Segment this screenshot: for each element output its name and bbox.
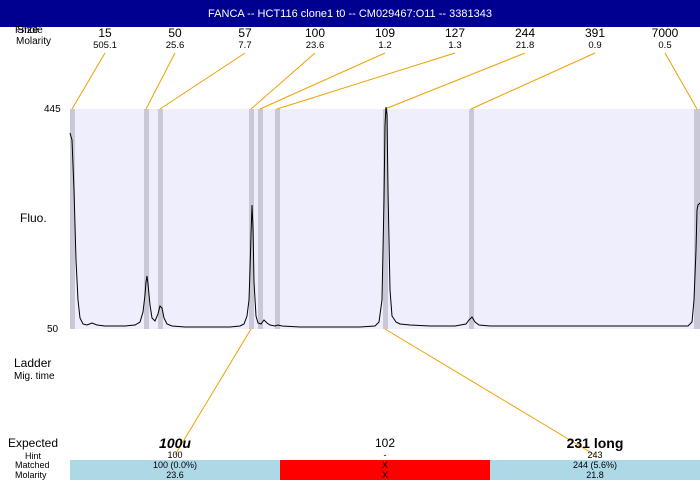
connector-line — [259, 52, 386, 110]
y-axis-bottom-label: 50 — [47, 324, 59, 335]
connector-line — [174, 328, 252, 456]
connector-line — [384, 52, 526, 110]
expected-cell-ok — [70, 460, 280, 480]
peak-marker-band — [144, 109, 149, 329]
connector-line — [276, 52, 456, 110]
peak-column: 127 1.3 — [425, 26, 485, 52]
expected-column: 100u 100 100 (0.0%) 23.6 — [70, 436, 280, 480]
peak-column: 15 505.1 — [75, 26, 135, 52]
peak-marker-band — [275, 109, 280, 329]
fluorescence-trace — [69, 106, 700, 328]
peak-marker-band — [158, 109, 163, 329]
peak-marker-band — [469, 109, 474, 329]
molarity-row-label: Molarity — [15, 470, 47, 480]
expected-column: 102 - X X — [280, 436, 490, 480]
peak-size: 109 — [374, 26, 396, 40]
peak-size: 391 — [584, 26, 606, 40]
peak-molarity: 7.7 — [238, 40, 252, 51]
expected-size: 102 — [374, 436, 396, 450]
y-axis-top-label: 445 — [44, 104, 61, 115]
hint-label: Hint — [25, 451, 42, 461]
connector-line — [145, 52, 176, 110]
peak-column: 50 25.6 — [145, 26, 205, 52]
expected-molarity: 21.8 — [586, 470, 604, 480]
expected-matched: 244 (5.6%) — [572, 460, 618, 470]
peak-molarity: 21.8 — [515, 40, 535, 51]
peak-connectors — [71, 52, 698, 456]
molarity-header-label: Molarity — [16, 36, 52, 47]
peak-size: 100 — [304, 26, 326, 40]
expected-size: 231 long — [566, 435, 624, 451]
peak-molarity: 505.1 — [93, 40, 117, 51]
expected-hint: - — [383, 450, 387, 460]
connector-line — [250, 52, 316, 110]
connector-line — [470, 52, 596, 110]
peak-size: 15 — [98, 26, 112, 40]
peak-molarity: 25.6 — [165, 40, 185, 51]
peak-column: 391 0.9 — [565, 26, 625, 52]
peak-molarity: 0.5 — [658, 40, 672, 51]
peak-size: 50 — [168, 26, 182, 40]
peak-column: 7000 0.5 — [635, 26, 695, 52]
peak-marker-band — [383, 109, 388, 329]
mig-time-label: Mig. time — [14, 371, 55, 382]
expected-cell-ok — [490, 460, 700, 480]
fmole-header-label: Fmole — [15, 25, 43, 36]
expected-label: Expected — [8, 436, 59, 450]
connector-line — [664, 52, 698, 110]
expected-molarity: 23.6 — [166, 470, 184, 480]
expected-hint: 243 — [587, 450, 603, 460]
expected-size: 100u — [159, 435, 191, 451]
ladder-label: Ladder — [14, 356, 52, 370]
peak-size: 127 — [444, 26, 466, 40]
expected-molarity: X — [381, 470, 388, 480]
peak-molarity: 1.3 — [448, 40, 462, 51]
connector-line — [384, 328, 596, 456]
peak-size: 244 — [514, 26, 536, 40]
peak-molarity: 0.9 — [588, 40, 602, 51]
expected-hint: 100 — [167, 450, 183, 460]
y-axis-title: Fluo. — [20, 211, 47, 225]
peak-column: 57 7.7 — [215, 26, 275, 52]
matched-label: Matched — [15, 460, 50, 470]
peak-column: 109 1.2 — [355, 26, 415, 52]
connector-line — [71, 52, 106, 110]
peak-column: 244 21.8 — [495, 26, 555, 52]
connector-line — [159, 52, 246, 110]
peak-molarity: 23.6 — [305, 40, 325, 51]
expected-matched: 100 (0.0%) — [152, 460, 198, 470]
size-header-label: Size — [17, 24, 39, 36]
peak-size: 7000 — [651, 26, 679, 40]
peak-molarity: 1.2 — [378, 40, 392, 51]
peak-size: 57 — [238, 26, 252, 40]
expected-column: 231 long 243 244 (5.6%) 21.8 — [490, 436, 700, 480]
peak-marker-band — [70, 109, 75, 329]
expected-cell-missing — [280, 460, 490, 480]
title-bar: FANCA -- HCT116 clone1 t0 -- CM029467:O1… — [0, 0, 700, 27]
expected-matched: X — [381, 460, 388, 470]
peak-column: 100 23.6 — [285, 26, 345, 52]
window-title: FANCA -- HCT116 clone1 t0 -- CM029467:O1… — [208, 8, 492, 20]
peak-marker-band — [258, 109, 263, 329]
